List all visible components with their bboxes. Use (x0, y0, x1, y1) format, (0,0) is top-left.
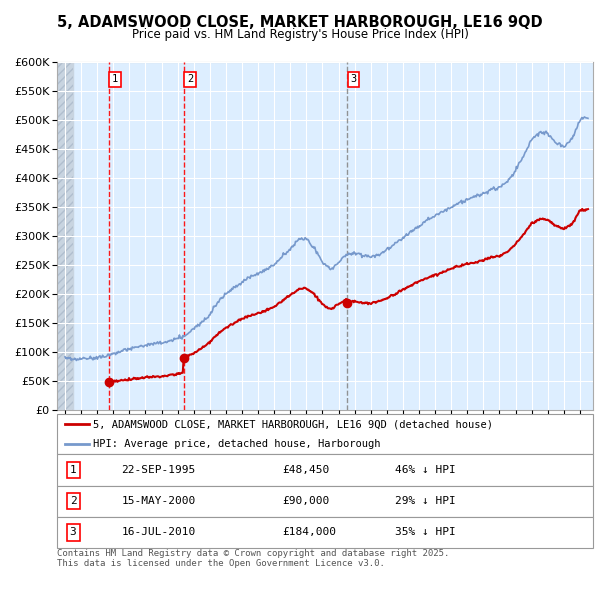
Text: 16-JUL-2010: 16-JUL-2010 (121, 527, 196, 537)
Text: 15-MAY-2000: 15-MAY-2000 (121, 496, 196, 506)
Text: 3: 3 (350, 74, 357, 84)
Polygon shape (57, 62, 73, 410)
Text: 5, ADAMSWOOD CLOSE, MARKET HARBOROUGH, LE16 9QD (detached house): 5, ADAMSWOOD CLOSE, MARKET HARBOROUGH, L… (94, 419, 493, 429)
FancyBboxPatch shape (57, 486, 593, 517)
Text: £90,000: £90,000 (282, 496, 329, 506)
Text: 1: 1 (112, 74, 118, 84)
FancyBboxPatch shape (57, 414, 593, 454)
Text: 22-SEP-1995: 22-SEP-1995 (121, 465, 196, 475)
Text: HPI: Average price, detached house, Harborough: HPI: Average price, detached house, Harb… (94, 440, 381, 449)
Text: £48,450: £48,450 (282, 465, 329, 475)
Text: 46% ↓ HPI: 46% ↓ HPI (395, 465, 455, 475)
Text: Price paid vs. HM Land Registry's House Price Index (HPI): Price paid vs. HM Land Registry's House … (131, 28, 469, 41)
Text: 2: 2 (70, 496, 76, 506)
Text: Contains HM Land Registry data © Crown copyright and database right 2025.
This d: Contains HM Land Registry data © Crown c… (57, 549, 449, 568)
Text: 5, ADAMSWOOD CLOSE, MARKET HARBOROUGH, LE16 9QD: 5, ADAMSWOOD CLOSE, MARKET HARBOROUGH, L… (57, 15, 543, 30)
FancyBboxPatch shape (57, 454, 593, 486)
Text: 29% ↓ HPI: 29% ↓ HPI (395, 496, 455, 506)
Text: 2: 2 (187, 74, 193, 84)
Text: 3: 3 (70, 527, 76, 537)
Text: 1: 1 (70, 465, 76, 475)
Text: £184,000: £184,000 (282, 527, 336, 537)
Text: 35% ↓ HPI: 35% ↓ HPI (395, 527, 455, 537)
FancyBboxPatch shape (57, 517, 593, 548)
